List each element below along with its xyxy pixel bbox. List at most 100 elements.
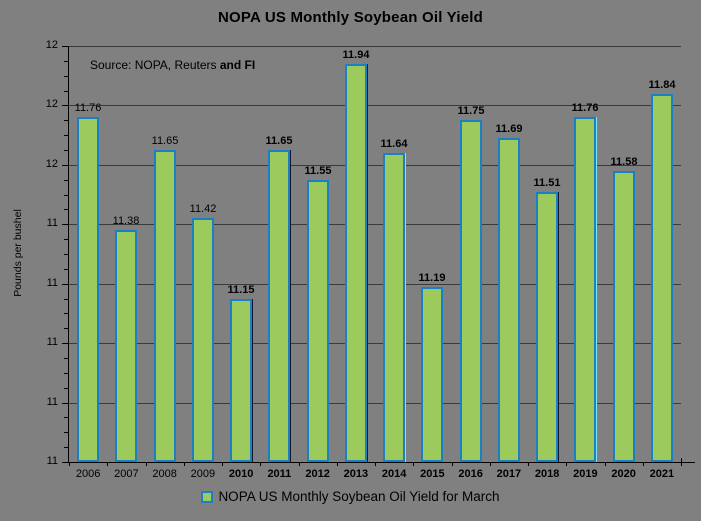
y-tick-label: 12 [45, 39, 58, 51]
x-tick-label-2007: 2007 [114, 468, 139, 480]
x-tick-label-2013: 2013 [343, 468, 369, 480]
y-tick-label: 11 [46, 336, 58, 349]
bar-2008 [154, 150, 176, 462]
bar-value-label: 11.84 [648, 79, 676, 91]
x-boundary-tick [528, 462, 529, 466]
x-axis-end-tick [681, 458, 682, 463]
bar-2015 [421, 287, 443, 462]
x-tick-label-2014: 2014 [381, 468, 407, 480]
bar-2011 [268, 150, 290, 462]
y-tick-label: 11 [46, 276, 58, 289]
bar-edge-artifact-line [558, 192, 559, 462]
y-major-tick [62, 283, 72, 285]
x-boundary-tick [69, 462, 70, 466]
y-minor-tick [64, 372, 68, 374]
x-boundary-tick [490, 462, 491, 466]
x-tick-label-2008: 2008 [152, 468, 177, 480]
x-boundary-tick [337, 462, 338, 466]
y-minor-tick [64, 268, 68, 270]
bar-2013 [345, 64, 367, 462]
y-minor-tick [64, 209, 68, 211]
x-tick-label-2015: 2015 [420, 468, 445, 480]
y-major-tick [62, 164, 72, 166]
y-minor-tick [64, 254, 68, 255]
y-major-tick [62, 402, 72, 404]
x-boundary-tick [260, 462, 261, 466]
y-major-tick [62, 105, 72, 107]
bar-edge-artifact-line [596, 117, 597, 462]
y-tick-label: 12 [45, 157, 58, 170]
y-minor-tick [64, 75, 68, 77]
x-tick-label-2017: 2017 [496, 468, 522, 480]
y-minor-tick [64, 417, 68, 419]
bar-value-label: 11.51 [533, 177, 561, 189]
x-tick-label-2011: 2011 [267, 468, 292, 480]
x-boundary-tick [643, 462, 644, 466]
plot-area: 11.76 2006 11.38 2007 11.65 2008 11.42 2009 11.1… [68, 46, 682, 480]
bar-value-label: 11.75 [457, 105, 485, 117]
x-boundary-tick [605, 462, 606, 466]
bar-2018 [536, 192, 558, 462]
y-minor-tick [64, 313, 68, 315]
legend-series-label: NOPA US Monthly Soybean Oil Yield for Ma… [218, 489, 500, 504]
x-boundary-tick [413, 462, 414, 466]
x-boundary-tick [146, 462, 147, 466]
x-tick-label-2019: 2019 [573, 468, 598, 480]
bar-2019 [574, 117, 596, 462]
y-minor-tick [64, 358, 68, 359]
bar-edge-artifact-line [252, 299, 253, 462]
x-tick-label-2018: 2018 [534, 468, 560, 480]
bar-2010 [230, 299, 252, 462]
bar-2007 [115, 230, 137, 462]
bar-2020 [613, 171, 635, 462]
y-minor-tick [64, 387, 68, 389]
x-boundary-tick [566, 462, 567, 466]
bar-edge-artifact-line [367, 64, 368, 462]
y-minor-tick [64, 328, 68, 330]
x-boundary-tick [681, 462, 682, 466]
bar-value-label: 11.94 [342, 49, 370, 61]
y-minor-tick [64, 135, 68, 137]
bar-2014 [383, 153, 405, 462]
bar-value-label: 11.58 [610, 156, 638, 168]
bar-2021 [651, 94, 673, 462]
y-tick-label: 11 [46, 217, 58, 230]
y-major-tick [62, 46, 72, 47]
x-axis-line [67, 462, 695, 463]
major-gridline [69, 164, 681, 166]
y-minor-tick [64, 150, 68, 151]
source-annotation-normal: Source: NOPA, Reuters [90, 58, 220, 72]
major-gridline [69, 224, 681, 226]
x-tick-label-2021: 2021 [649, 468, 675, 480]
bar-2009 [192, 218, 214, 462]
major-gridline [69, 105, 681, 107]
bar-value-label: 11.42 [189, 203, 217, 215]
bar-value-label: 11.15 [227, 284, 255, 296]
source-annotation-bold: and FI [219, 58, 256, 72]
y-minor-tick [64, 298, 68, 300]
legend: NOPA US Monthly Soybean Oil Yield for Ma… [0, 489, 701, 504]
x-tick-label-2012: 2012 [305, 468, 330, 480]
bar-value-label: 11.76 [74, 102, 102, 114]
x-tick-label-2020: 2020 [611, 468, 636, 480]
bar-edge-artifact-line [405, 153, 406, 462]
y-minor-tick [64, 179, 68, 181]
bar-value-label: 11.76 [571, 102, 599, 114]
bar-value-label: 11.65 [265, 135, 293, 147]
x-boundary-tick [375, 462, 376, 466]
bar-value-label: 11.64 [380, 138, 408, 150]
y-tick-label: 12 [45, 98, 58, 111]
x-tick-label-2006: 2006 [75, 468, 101, 480]
major-gridline [69, 343, 681, 345]
major-gridline [69, 283, 681, 285]
chart-title: NOPA US Monthly Soybean Oil Yield [218, 9, 483, 26]
x-tick-label-2009: 2009 [190, 468, 216, 480]
y-minor-tick [64, 447, 68, 449]
bar-value-label: 11.55 [304, 165, 332, 177]
y-minor-tick [64, 60, 68, 62]
x-tick-label-2016: 2016 [458, 468, 483, 480]
y-minor-tick [64, 120, 68, 122]
bar-2016 [460, 120, 482, 462]
bar-value-label: 11.38 [112, 215, 140, 227]
major-gridline [69, 402, 681, 404]
